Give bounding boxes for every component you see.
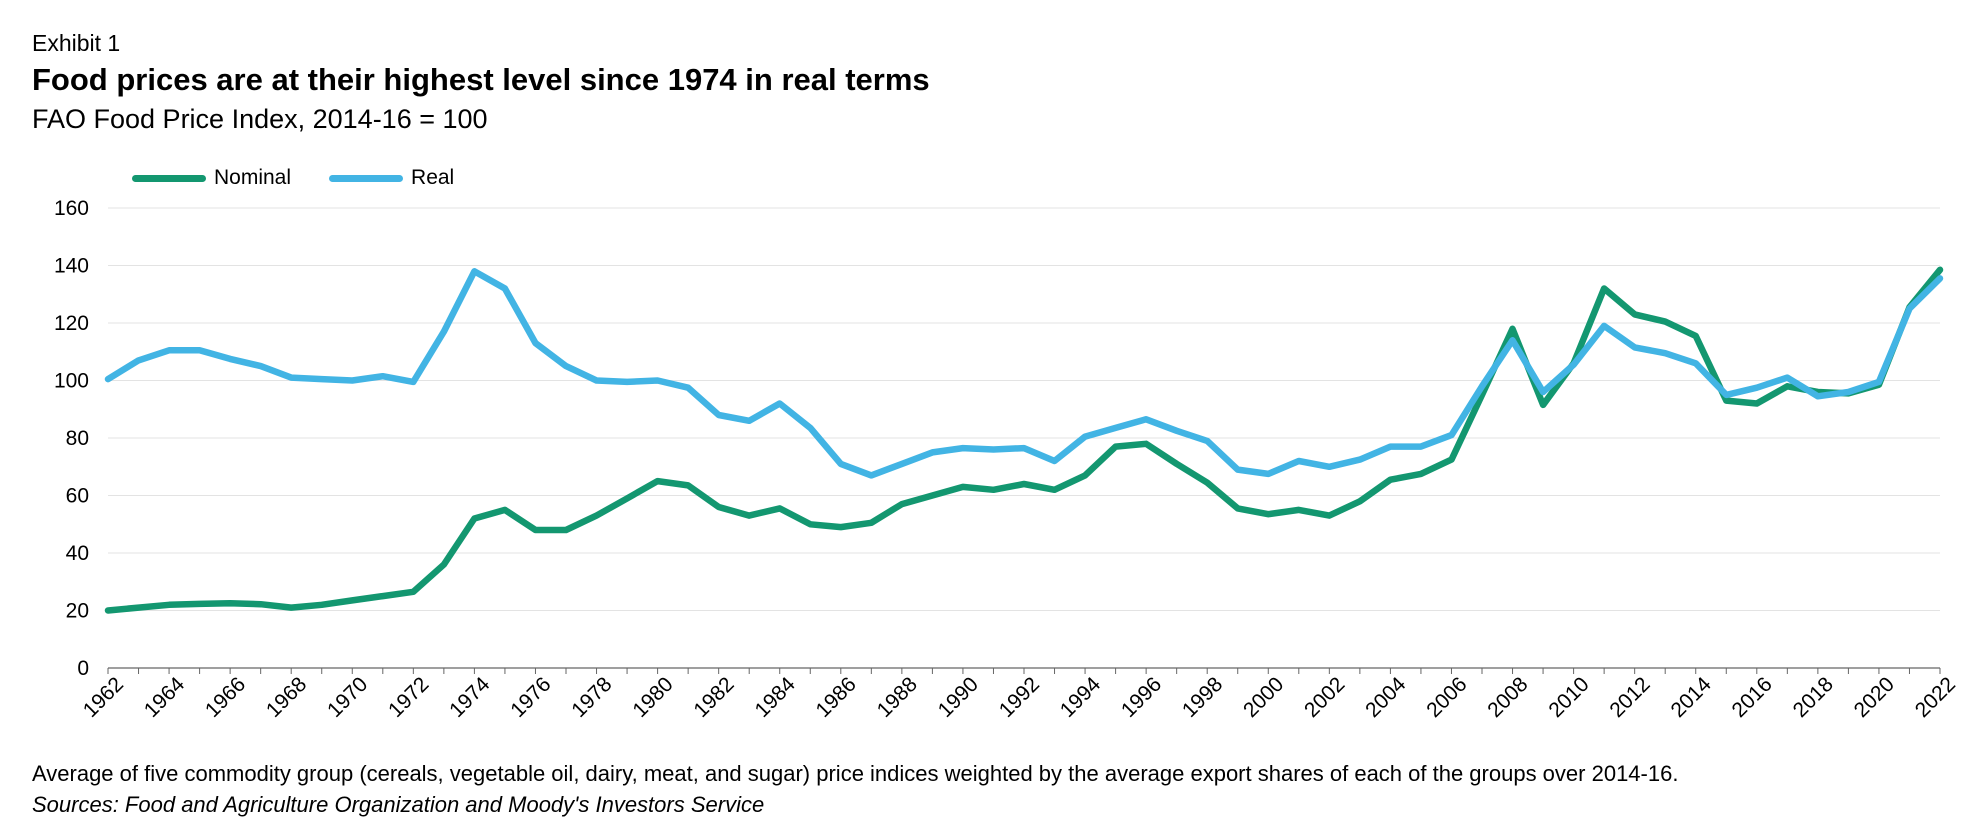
y-tick-label: 120 [54,312,89,335]
x-tick-label: 1970 [323,673,372,722]
source-note: Sources: Food and Agriculture Organizati… [32,792,765,817]
legend: Nominal Real [132,166,492,190]
y-tick-label: 0 [77,657,89,680]
x-tick-label: 1962 [79,673,128,722]
legend-swatch-real [329,174,404,182]
x-tick-label: 2004 [1361,673,1411,723]
x-tick-label: 1974 [445,673,495,723]
x-tick-label: 1972 [384,673,433,722]
x-tick-label: 2020 [1850,673,1899,722]
x-tick-label: 2010 [1544,673,1593,722]
x-tick-label: 1986 [812,673,861,722]
x-tick-label: 1990 [934,673,983,722]
series-line-nominal [104,266,1944,614]
y-tick-label: 100 [54,370,89,393]
y-tick-label: 80 [66,427,89,450]
x-tick-label: 2008 [1483,673,1532,722]
x-tick-label: 1994 [1056,673,1106,723]
y-tick-label: 60 [66,485,89,508]
legend-item-real: Real [329,166,454,190]
legend-item-nominal: Nominal [132,166,291,190]
chart-subtitle: FAO Food Price Index, 2014-16 = 100 [32,104,488,134]
series-line-real [104,268,1944,479]
chart-title: Food prices are at their highest level s… [32,62,930,97]
x-tick-label: 1996 [1117,673,1166,722]
x-tick-label: 1976 [506,673,555,722]
x-tick-label: 2012 [1605,673,1654,722]
x-tick-label: 1992 [995,673,1044,722]
x-tick-label: 2002 [1300,673,1349,722]
y-tick-label: 20 [66,600,89,623]
x-tick-label: 1998 [1178,673,1227,722]
y-tick-label: 160 [54,197,89,220]
x-tick-label: 1982 [689,673,738,722]
x-tick-label: 2016 [1728,673,1777,722]
legend-label-nominal: Nominal [214,166,292,189]
footnote: Average of five commodity group (cereals… [32,761,1679,786]
x-tick-label: 2006 [1422,673,1471,722]
x-tick-label: 1968 [262,673,311,722]
y-tick-label: 140 [54,255,89,278]
x-tick-label: 1978 [567,673,616,722]
x-tick-label: 2018 [1789,673,1838,722]
x-tick-label: 1980 [628,673,677,722]
legend-label-real: Real [411,166,455,189]
x-tick-label: 1984 [750,673,800,723]
x-tick-label: 2000 [1239,673,1288,722]
x-tick-label: 2022 [1911,673,1960,722]
y-tick-label: 40 [66,542,89,565]
x-tick-label: 2014 [1666,673,1716,723]
x-tick-label: 1988 [873,673,922,722]
x-tick-label: 1966 [201,673,250,722]
legend-swatch-nominal [132,174,206,182]
exhibit-label: Exhibit 1 [32,30,121,56]
x-tick-label: 1964 [140,673,190,723]
